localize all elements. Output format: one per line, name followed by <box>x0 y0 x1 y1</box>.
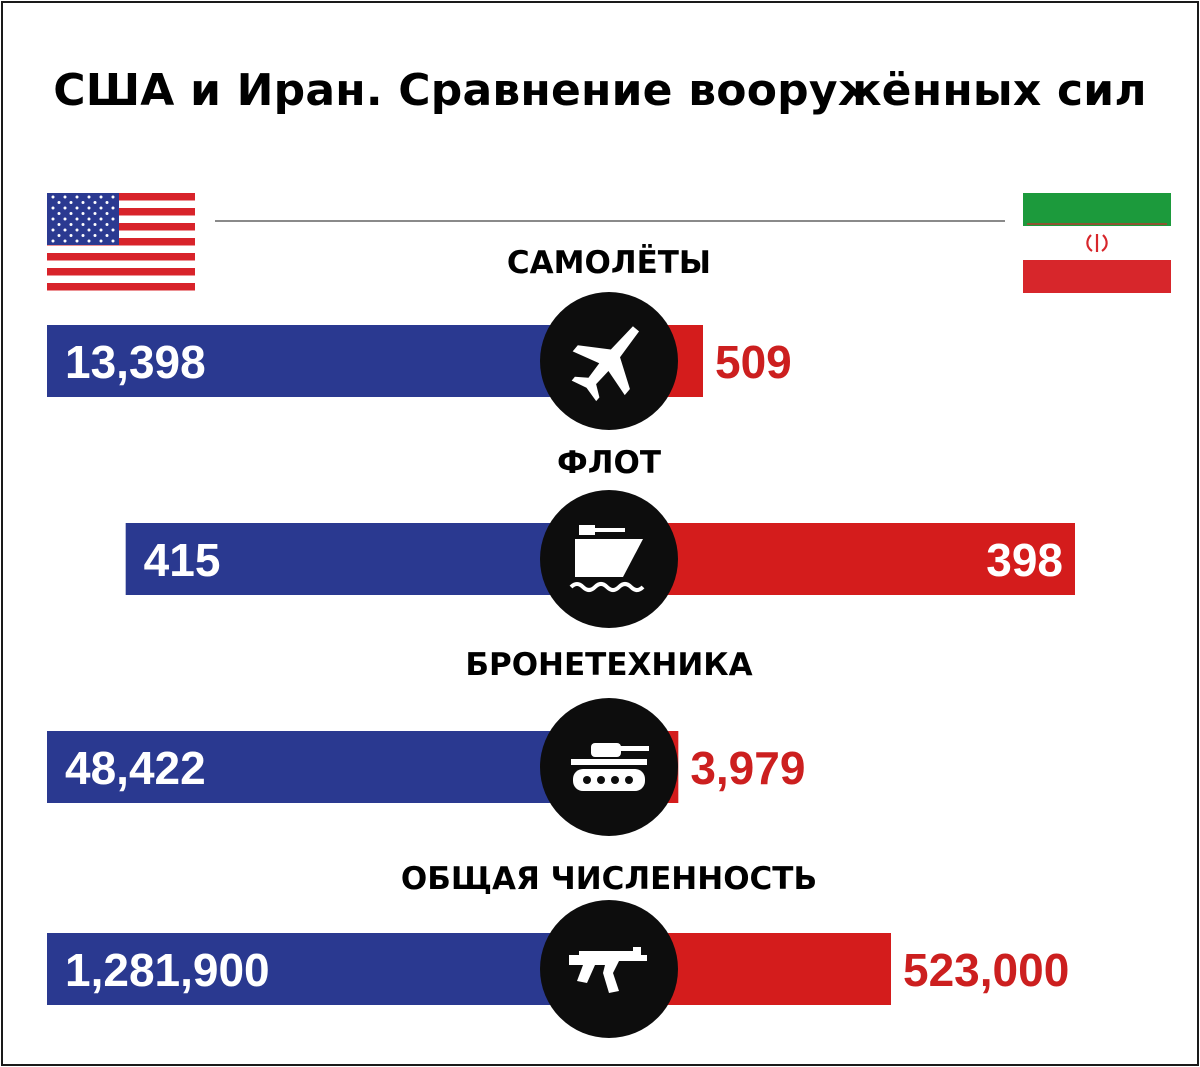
category-label: ФЛОТ <box>557 445 661 481</box>
usa-value-label: 48,422 <box>65 742 206 794</box>
usa-bar <box>47 325 609 397</box>
usa-flag-icon <box>47 193 195 291</box>
header-divider <box>215 220 1005 222</box>
usa-value-label: 415 <box>144 534 221 586</box>
usa-bar <box>125 523 610 595</box>
category-label-box <box>485 231 853 285</box>
iran-value-label: 3,979 <box>690 742 805 794</box>
warship-icon <box>569 525 645 592</box>
rifle-icon <box>569 947 647 993</box>
usa-bar <box>47 933 609 1005</box>
category-label: ОБЩАЯ ЧИСЛЕННОСТЬ <box>401 861 817 897</box>
iran-bar <box>609 523 1075 595</box>
category-label-box <box>471 635 875 689</box>
usa-bar <box>47 731 609 803</box>
iran-value-label: 509 <box>715 336 792 388</box>
tank-icon-circle <box>540 698 678 836</box>
comparison-chart: САМОЛЁТЫ 13,398 509 ФЛОТ 415 398 БРОНЕТЕХНИКА 4… <box>47 231 1075 1038</box>
category-label: БРОНЕТЕХНИКА <box>465 647 752 683</box>
category-label-box <box>375 849 853 903</box>
category-label: САМОЛЁТЫ <box>507 245 711 281</box>
tank-icon <box>571 743 649 791</box>
category-label-box <box>543 433 853 487</box>
usa-value-label: 1,281,900 <box>65 944 270 996</box>
plane-icon <box>571 326 640 402</box>
iran-value-label: 398 <box>986 534 1063 586</box>
iran-value-label: 523,000 <box>903 944 1069 996</box>
iran-flag-icon <box>1023 193 1171 293</box>
usa-value-label: 13,398 <box>65 336 206 388</box>
page-title: США и Иран. Сравнение вооружённых сил <box>53 65 1147 116</box>
